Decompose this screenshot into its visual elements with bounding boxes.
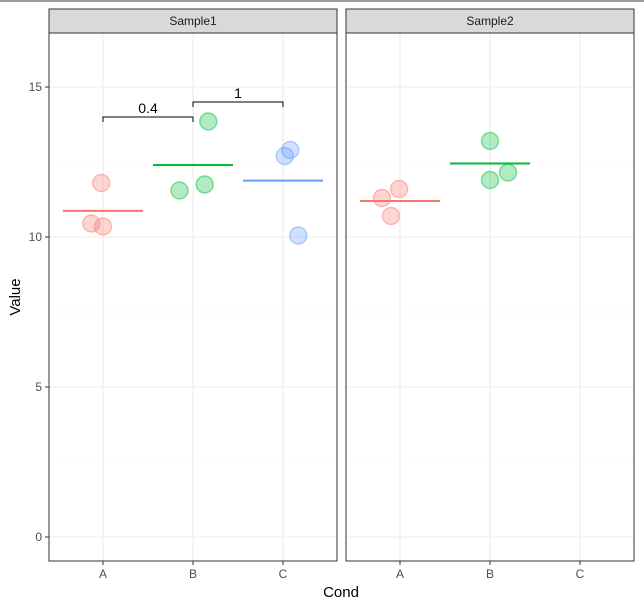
comparison-bracket-a-b [102,116,194,122]
facet-panel-sample1: Sample1 0.41 [48,8,338,562]
x-tick-label-a: A [99,567,107,581]
data-point-b [498,163,518,182]
y-axis: 0 5 10 15 [29,80,49,544]
data-point-b [199,112,218,131]
facet-panel-sample2: Sample2 [345,8,635,562]
data-point-a [381,206,401,226]
comparison-label-a-b: 0.4 [138,100,158,116]
marks-sample2 [360,131,530,226]
x-axis-title: Cond [323,584,359,601]
facet-label-sample2: Sample2 [466,14,514,28]
data-point-a [91,173,111,193]
data-point-c [289,226,308,245]
comparison-bracket-b-c [192,101,284,107]
x-tick-label-a: A [396,567,404,581]
data-point-a [82,214,101,233]
facet-label-sample1: Sample1 [169,14,217,28]
y-tick-label: 5 [35,380,42,394]
y-tick-label: 10 [29,230,43,244]
data-point-a [372,188,392,208]
marks-sample1: 0.41 [63,85,323,245]
data-point-c [280,140,300,160]
data-point-b [480,131,500,151]
y-axis-title: Value [7,278,24,315]
y-tick-label: 15 [29,80,43,94]
x-tick-label-c: C [576,567,585,581]
x-tick-label-c: C [279,567,288,581]
data-point-c [275,146,295,166]
data-point-b [170,181,189,200]
facet-strip-sample1 [48,8,338,34]
gridlines-sample2 [346,33,634,561]
data-point-b [480,170,500,190]
data-point-a [389,179,409,199]
comparison-label-b-c: 1 [234,85,242,101]
x-tick-label-b: B [486,567,494,581]
data-point-b [195,175,214,194]
data-point-a [93,217,113,236]
x-tick-label-b: B [189,567,197,581]
y-tick-label: 0 [35,530,42,544]
